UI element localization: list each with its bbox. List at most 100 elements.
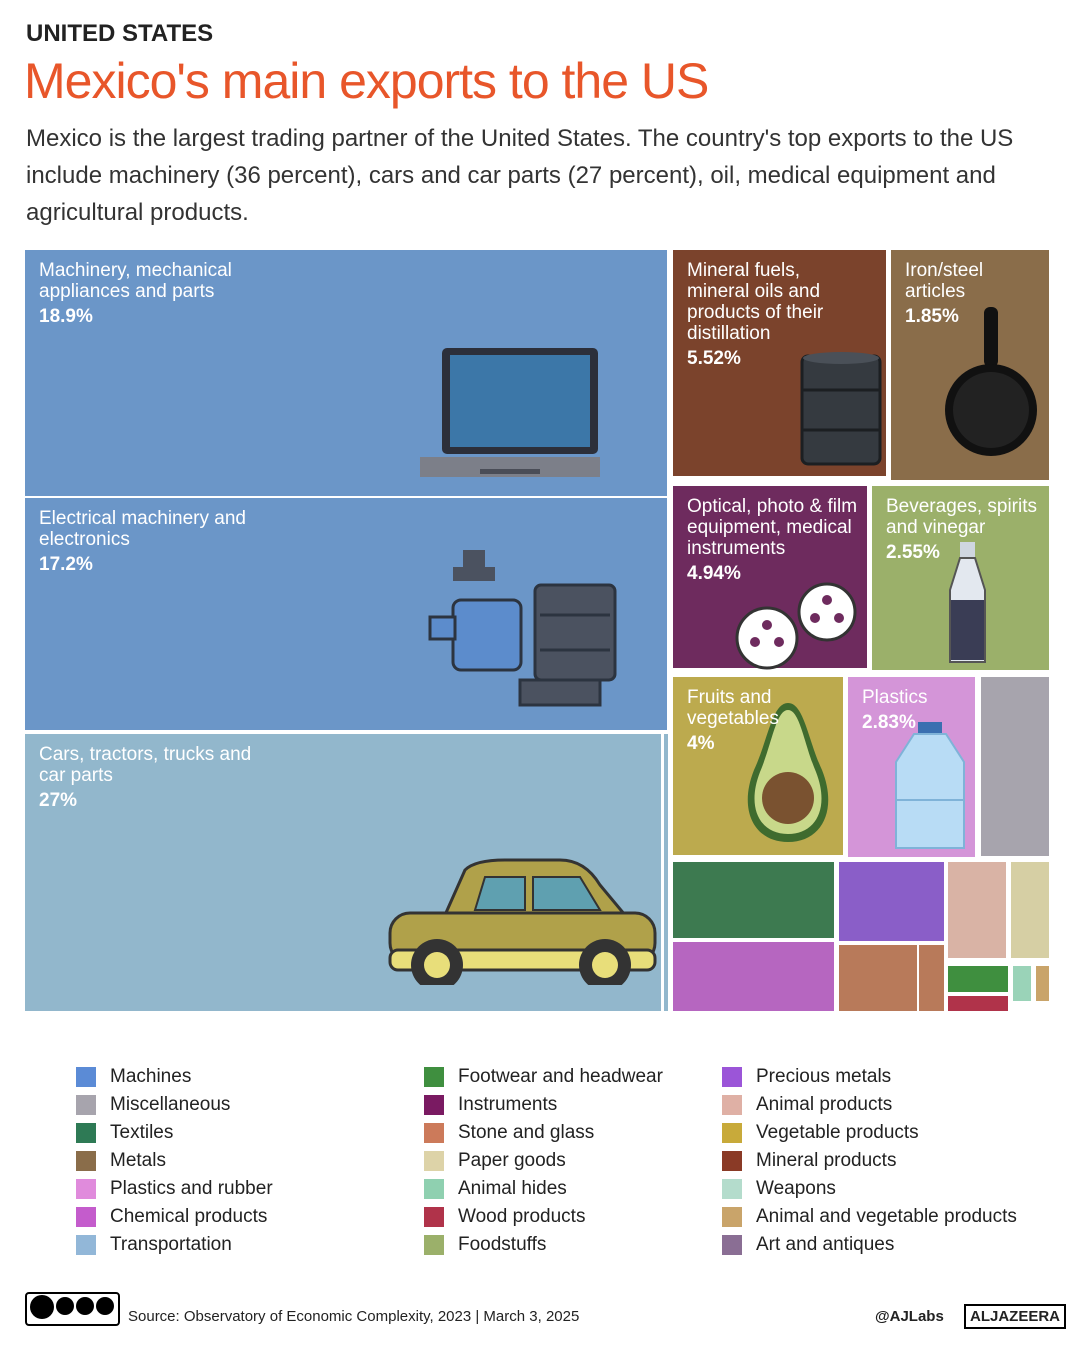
small-tile [1011,862,1049,958]
tile-name: Cars, tractors, trucks and car parts [39,744,252,786]
small-tile [948,966,1008,992]
cc-license-icon [25,1292,120,1326]
legend-item: Transportation [76,1234,232,1256]
legend-item: Foodstuffs [424,1234,546,1256]
subtitle: Mexico is the largest trading partner of… [26,125,1014,226]
legend-label: Vegetable products [756,1122,919,1143]
tile-label: Plastics 2.83% [862,687,972,733]
legend-label: Metals [110,1150,166,1171]
legend-label: Miscellaneous [110,1094,231,1115]
legend-label: Art and antiques [756,1234,895,1255]
handle: @AJLabs [875,1308,944,1325]
legend-label: Wood products [458,1206,586,1227]
tile-label: Mineral fuels, mineral oils and products… [687,260,867,369]
legend-swatch [722,1151,742,1171]
legend-item: Plastics and rubber [76,1178,273,1200]
legend-label: Textiles [110,1122,174,1143]
legend-item: Metals [76,1150,166,1172]
legend-swatch [76,1235,96,1255]
small-tile [981,677,1049,857]
tile-label: Electrical machinery and electronics 17.2… [39,508,269,575]
legend-item: Textiles [76,1122,173,1144]
legend-item: Mineral products [722,1150,896,1172]
tile-value: 18.9% [39,306,93,327]
tile-value: 2.55% [886,542,940,563]
legend: Machines Miscellaneous Textiles Metals Plast… [76,1066,1056,1258]
legend-item: Miscellaneous [76,1094,230,1116]
brand: ALJAZEERA [964,1304,1067,1329]
tile-label: Cars, tractors, trucks and car parts 27% [39,744,269,811]
tile-value: 1.85% [905,306,959,327]
legend-label: Animal products [756,1094,893,1115]
legend-label: Machines [110,1066,192,1087]
small-tile [919,945,944,1011]
legend-swatch [76,1123,96,1143]
legend-swatch [76,1179,96,1199]
title: Mexico's main exports to the US [24,53,709,109]
tile-value: 27% [39,790,78,811]
legend-swatch [424,1179,444,1199]
tile-label: Iron/steel articles 1.85% [905,260,1015,327]
legend-swatch [424,1207,444,1227]
legend-swatch [722,1179,742,1199]
tile-label: Beverages, spirits and vinegar 2.55% [886,496,1061,563]
tile-label: Machinery, mechanical appliances and par… [39,260,289,327]
small-tile [948,862,1006,958]
source: Source: Observatory of Economic Complexi… [128,1308,580,1325]
legend-label: Chemical products [110,1206,268,1227]
legend-swatch [722,1235,742,1255]
tile-value: 17.2% [39,554,93,575]
legend-item: Machines [76,1066,191,1088]
legend-swatch [722,1067,742,1087]
tile-name: Electrical machinery and electronics [39,508,246,550]
legend-item: Precious metals [722,1066,891,1088]
legend-label: Foodstuffs [458,1234,547,1255]
tile-label: Fruits and vegetables 4% [687,687,817,754]
small-tile [839,862,944,941]
legend-label: Animal and vegetable products [756,1206,1017,1227]
small-tile [839,945,917,1011]
legend-label: Transportation [110,1234,232,1255]
legend-label: Animal hides [458,1178,567,1199]
tile-label: Optical, photo & film equipment, medical… [687,496,862,584]
legend-label: Footwear and headwear [458,1066,663,1087]
legend-item: Wood products [424,1206,585,1228]
legend-label: Weapons [756,1178,836,1199]
tile-name: Beverages, spirits and vinegar [886,496,1038,538]
legend-item: Animal and vegetable products [722,1206,1017,1228]
legend-item: Paper goods [424,1150,566,1172]
small-tile [664,734,668,1011]
legend-label: Mineral products [756,1150,897,1171]
small-tile [1013,966,1031,1001]
legend-item: Instruments [424,1094,557,1116]
tile-name: Optical, photo & film equipment, medical… [687,496,858,559]
legend-swatch [424,1067,444,1087]
kicker: UNITED STATES [26,20,214,47]
legend-swatch [76,1067,96,1087]
legend-label: Instruments [458,1094,558,1115]
legend-label: Plastics and rubber [110,1178,273,1199]
tile-name: Machinery, mechanical appliances and par… [39,260,232,302]
legend-item: Footwear and headwear [424,1066,663,1088]
tile-value: 5.52% [687,348,741,369]
legend-swatch [424,1095,444,1115]
legend-swatch [722,1095,742,1115]
legend-swatch [424,1151,444,1171]
legend-swatch [424,1123,444,1143]
small-tile [673,942,834,1011]
legend-swatch [76,1207,96,1227]
tile-name: Iron/steel articles [905,260,984,302]
tile-name: Mineral fuels, mineral oils and products… [687,260,824,344]
legend-label: Stone and glass [458,1122,595,1143]
legend-swatch [76,1095,96,1115]
tile-value: 2.83% [862,712,916,733]
tile-value: 4% [687,733,715,754]
legend-item: Animal products [722,1094,892,1116]
legend-swatch [722,1207,742,1227]
small-tile [673,862,834,938]
legend-swatch [424,1235,444,1255]
tile-name: Fruits and vegetables [687,687,779,729]
legend-item: Animal hides [424,1178,567,1200]
tile-name: Plastics [862,687,928,708]
